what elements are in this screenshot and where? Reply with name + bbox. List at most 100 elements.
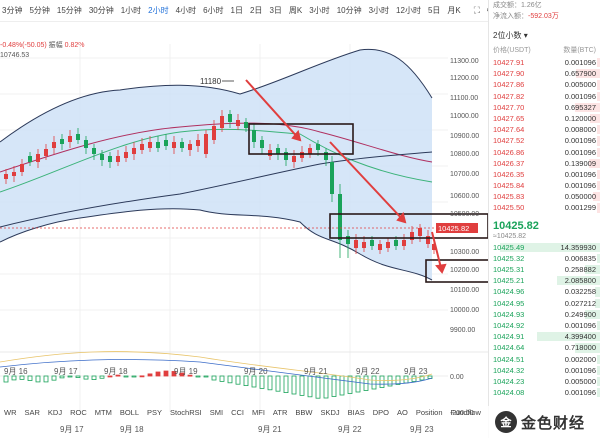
indicator-tab[interactable]: StochRSI <box>170 408 202 417</box>
kline-chart[interactable]: 11180 10425.82 <box>0 22 488 438</box>
indicator-tab[interactable]: CCI <box>231 408 244 417</box>
indicator-tab[interactable]: SKDJ <box>320 408 340 417</box>
price-tick: 10000.00 <box>450 307 480 314</box>
fullscreen-icon[interactable]: ⛶ <box>473 5 481 15</box>
timeframe-tab[interactable]: 12小时 <box>396 6 421 15</box>
orderbook-row[interactable]: 10424.96 0.032258 <box>489 286 600 297</box>
timeframe-tab[interactable]: 1小时 <box>120 6 142 15</box>
timeframe-tab[interactable]: 5分钟 <box>29 6 50 15</box>
orderbook-price: 10426.37 <box>493 158 525 168</box>
orderbook-row[interactable]: 10424.64 0.718000 <box>489 342 600 353</box>
timeframe-tab[interactable]: 2日 <box>249 6 263 15</box>
timeframe-tab[interactable]: 3小时 <box>368 6 390 15</box>
indicator-tab[interactable]: Fundflow <box>450 408 481 417</box>
orderbook-price: 10424.08 <box>493 388 525 398</box>
orderbook-row[interactable]: 10425.31 0.258882 <box>489 264 600 275</box>
timeframe-tab[interactable]: 15分钟 <box>56 6 82 15</box>
indicator-tab[interactable]: MFI <box>252 408 265 417</box>
orderbook-row[interactable]: 10425.84 0.001096 <box>489 180 600 191</box>
macd-bar <box>211 375 217 381</box>
orderbook-row[interactable]: 10424.51 0.002000 <box>489 354 600 365</box>
orderbook-qty: 0.008000 <box>564 125 596 135</box>
indicator-tab[interactable]: KDJ <box>47 408 63 417</box>
precision-select[interactable]: 2位小数 ▾ <box>493 30 596 41</box>
indicator-tab[interactable]: BBW <box>295 408 313 417</box>
orderbook-row[interactable]: 10424.08 0.001096 <box>489 387 600 398</box>
indicator-tab[interactable]: WR <box>4 408 17 417</box>
indicator-tab[interactable]: ROC <box>70 408 87 417</box>
depth-bar <box>597 169 600 180</box>
orderbook-row[interactable]: 10425.32 0.006835 <box>489 253 600 264</box>
high-label: 11180 <box>200 77 222 86</box>
orderbook-price: 10425.21 <box>493 276 525 286</box>
price-tick: 9900.00 <box>450 327 476 334</box>
orderbook-row[interactable]: 10425.83 0.050000 <box>489 191 600 202</box>
macd-bar <box>35 375 41 383</box>
timeframe-tab[interactable]: 1日 <box>230 6 243 15</box>
timeframe-tab[interactable]: 10分钟 <box>336 6 362 15</box>
orderbook-price: 10425.49 <box>493 242 525 252</box>
orderbook-row[interactable]: 10424.93 0.249900 <box>489 309 600 320</box>
orderbook-row[interactable]: 10427.65 0.120000 <box>489 113 600 124</box>
orderbook-row[interactable]: 10427.52 0.001096 <box>489 135 600 146</box>
depth-bar <box>574 102 600 112</box>
orderbook-row[interactable]: 10424.95 0.027212 <box>489 298 600 309</box>
timeframe-tab[interactable]: 6小时 <box>203 6 224 15</box>
macd-bar <box>203 375 209 378</box>
orderbook-qty: 0.001096 <box>564 147 596 157</box>
timeframe-tab[interactable]: 2小时 <box>148 6 169 15</box>
candle <box>426 236 430 244</box>
price-col-header: 价格(USDT) <box>493 47 531 54</box>
orderbook-row[interactable]: 10425.50 0.001299 <box>489 202 600 213</box>
indicator-tab[interactable]: Position <box>415 408 443 417</box>
macd-bar <box>227 375 233 384</box>
date-tick: 9月 23 <box>404 367 428 376</box>
timeframe-tab[interactable]: 5日 <box>427 6 441 15</box>
orderbook-row[interactable]: 10426.37 0.139009 <box>489 158 600 169</box>
timeframe-tab[interactable]: 3日 <box>269 6 282 15</box>
indicator-tab[interactable]: PSY <box>147 408 163 417</box>
indicator-tab[interactable]: SMI <box>209 408 224 417</box>
indicator-tab[interactable]: AO <box>397 408 408 417</box>
macd-bar <box>315 375 321 399</box>
orderbook-row[interactable]: 10427.91 0.001096 <box>489 57 600 68</box>
indicator-tab[interactable]: SAR <box>24 408 40 417</box>
orderbook-row[interactable]: 10426.35 0.001096 <box>489 169 600 180</box>
orderbook-row[interactable]: 10427.70 0.695327 <box>489 102 600 113</box>
timeframe-tab[interactable]: 4小时 <box>175 6 197 15</box>
orderbook-price: 10425.83 <box>493 192 525 202</box>
candle <box>252 130 256 142</box>
orderbook-row[interactable]: 10424.92 0.001096 <box>489 320 600 331</box>
orderbook-row[interactable]: 10427.90 0.657900 <box>489 68 600 79</box>
candle <box>244 122 248 128</box>
bollinger-band <box>0 49 432 281</box>
timeframe-tab[interactable]: 3分钟 <box>2 6 23 15</box>
orderbook-row[interactable]: 10426.86 0.001096 <box>489 147 600 158</box>
orderbook-row[interactable]: 10425.49 14.359930 <box>489 242 600 253</box>
indicator-tab[interactable]: BIAS <box>347 408 365 417</box>
timeframe-tab[interactable]: 30分钟 <box>88 6 114 15</box>
orderbook-row[interactable]: 10427.64 0.008000 <box>489 124 600 135</box>
timeframe-tab[interactable]: 3小时 <box>309 6 330 15</box>
orderbook-qty: 0.001096 <box>564 320 596 330</box>
macd-bar <box>371 375 377 390</box>
orderbook-row[interactable]: 10427.86 0.005000 <box>489 79 600 90</box>
indicator-tab[interactable]: ATR <box>272 408 288 417</box>
orderbook-row[interactable]: 10425.21 2.085800 <box>489 275 600 286</box>
orderbook-row[interactable]: 10427.82 0.001096 <box>489 91 600 102</box>
orderbook-qty: 4.399400 <box>564 332 596 342</box>
timeframe-tab[interactable]: 月K <box>447 6 461 15</box>
orderbook-row[interactable]: 10424.32 0.001096 <box>489 365 600 376</box>
macd-bar <box>275 375 281 392</box>
timeframe-tab[interactable]: 周K <box>288 6 303 15</box>
indicator-tab[interactable]: DPO <box>372 408 389 417</box>
date-tick: 9月 16 <box>4 367 28 376</box>
depth-bar <box>597 91 600 101</box>
orderbook-row[interactable]: 10424.91 4.399400 <box>489 331 600 342</box>
candle <box>346 236 350 244</box>
candle <box>316 144 320 150</box>
orderbook-price: 10427.90 <box>493 69 525 79</box>
indicator-tab[interactable]: MTM <box>94 408 112 417</box>
orderbook-row[interactable]: 10424.23 0.005000 <box>489 376 600 387</box>
indicator-tab[interactable]: BOLL <box>119 408 140 417</box>
